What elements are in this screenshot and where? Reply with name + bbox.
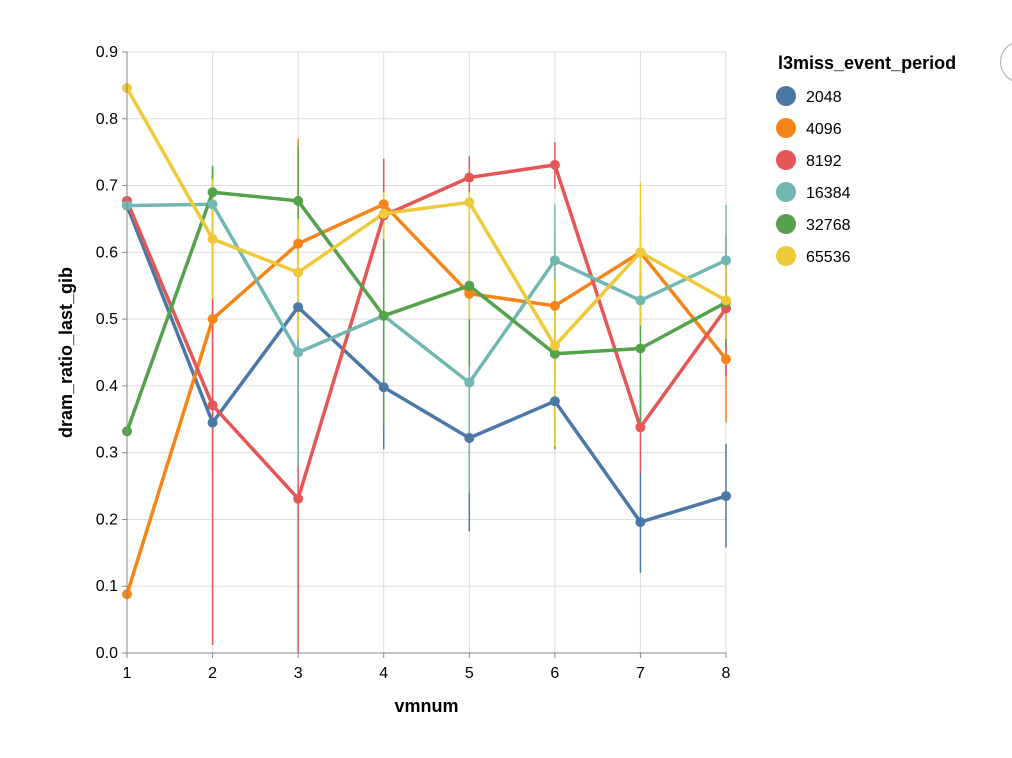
data-point	[207, 314, 218, 325]
legend-label: 4096	[806, 121, 842, 138]
data-point	[293, 238, 304, 249]
legend-swatch	[776, 118, 796, 138]
data-point	[207, 199, 218, 210]
series-points	[122, 83, 731, 600]
data-point	[721, 255, 731, 266]
x-tick-label: 8	[722, 665, 731, 682]
data-point	[464, 288, 475, 299]
legend-label: 2048	[806, 89, 842, 106]
legend-label: 65536	[806, 249, 851, 266]
data-point	[464, 280, 475, 291]
data-point	[549, 255, 560, 266]
data-point	[464, 172, 475, 183]
y-tick-label: 0.7	[96, 178, 118, 195]
series-lines	[125, 87, 728, 595]
x-tick-label: 1	[123, 665, 132, 682]
y-tick-label: 0.6	[96, 244, 118, 261]
data-point	[549, 300, 560, 311]
y-tick-label: 0.9	[96, 44, 118, 61]
x-tick-label: 3	[294, 665, 303, 682]
series-line-65536	[125, 87, 727, 348]
x-tick-label: 4	[379, 665, 388, 682]
legend-swatch	[776, 246, 796, 266]
y-tick-label: 0.3	[96, 445, 118, 462]
series-line-8192	[125, 163, 728, 501]
legend-label: 8192	[806, 153, 842, 170]
data-point	[721, 491, 731, 502]
series-line-4096	[125, 202, 728, 595]
data-point	[635, 343, 646, 354]
data-point	[635, 422, 646, 433]
data-point	[207, 400, 218, 411]
legend-swatch	[776, 214, 796, 234]
data-point	[293, 493, 304, 504]
data-point	[293, 267, 304, 278]
data-point	[207, 187, 218, 198]
data-point	[293, 195, 304, 206]
x-tick-label: 7	[636, 665, 645, 682]
data-point	[378, 310, 389, 321]
data-point	[635, 517, 646, 528]
data-point	[721, 354, 731, 365]
y-tick-label: 0.0	[96, 645, 118, 662]
data-point	[207, 233, 218, 244]
grid-lines	[126, 51, 727, 654]
x-axis-title: vmnum	[394, 696, 458, 716]
x-tick-label: 2	[208, 665, 217, 682]
data-point	[549, 348, 560, 359]
y-tick-label: 0.5	[96, 311, 118, 328]
data-point	[293, 302, 304, 313]
data-point	[378, 208, 389, 219]
data-point	[378, 382, 389, 393]
y-tick-label: 0.8	[96, 111, 118, 128]
series-line-2048	[125, 204, 727, 524]
data-point	[464, 432, 475, 443]
data-point	[378, 199, 389, 210]
x-tick-label: 5	[465, 665, 474, 682]
series-line-32768	[125, 190, 727, 432]
legend-label: 32768	[806, 217, 851, 234]
data-point	[635, 247, 646, 258]
series-line-16384	[126, 202, 727, 385]
x-tick-label: 6	[550, 665, 559, 682]
data-point	[464, 197, 475, 208]
y-tick-label: 0.1	[96, 578, 118, 595]
data-point	[549, 396, 560, 407]
data-point	[635, 295, 646, 306]
legend-swatch	[776, 150, 796, 170]
data-point	[549, 159, 560, 170]
legend-swatch	[776, 182, 796, 202]
legend-swatch	[776, 86, 796, 106]
data-point	[549, 340, 560, 351]
y-tick-label: 0.4	[96, 378, 118, 395]
data-point	[207, 417, 218, 428]
y-tick-label: 0.2	[96, 511, 118, 528]
y-axis-title: dram_ratio_last_gib	[56, 267, 76, 438]
legend: l3miss_event_period 2048 4096 8192 16384 327…	[776, 53, 956, 266]
axes: 0.0 0.1 0.2 0.3 0.4 0.5 0.6 0.7 0.8 0.9 1 2 3 4 5 6 7 8	[96, 44, 731, 682]
data-point	[293, 347, 304, 358]
legend-title: l3miss_event_period	[778, 53, 956, 73]
data-point	[721, 295, 731, 306]
data-point	[464, 377, 475, 388]
legend-label: 16384	[806, 185, 851, 202]
